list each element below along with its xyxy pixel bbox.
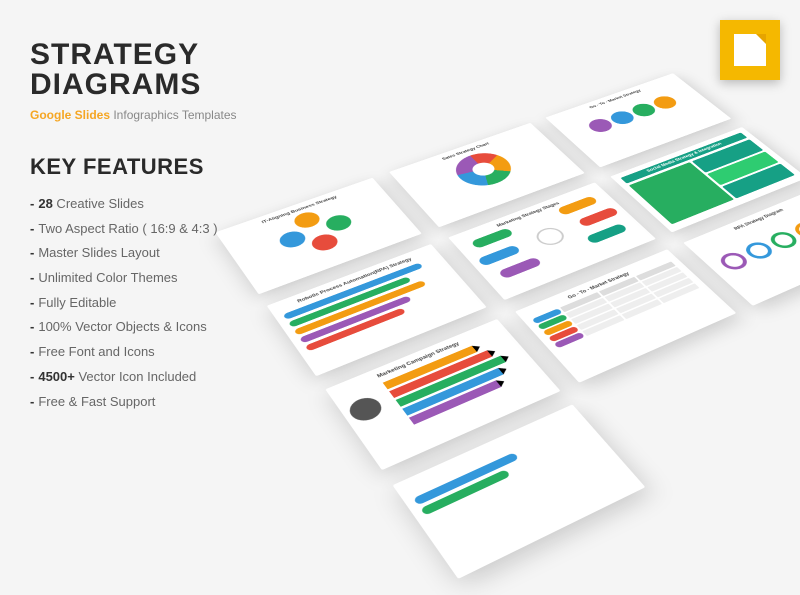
subtitle: Google Slides Infographics Templates xyxy=(30,108,350,122)
badge-icon xyxy=(345,394,387,425)
text-panel: STRATEGY DIAGRAMS Google Slides Infograp… xyxy=(30,40,350,414)
feature-item: -4500+ Vector Icon Included xyxy=(30,365,350,390)
feature-item: -Fully Editable xyxy=(30,291,350,316)
subtitle-highlight: Google Slides xyxy=(30,108,110,122)
arrow-bars xyxy=(383,334,534,425)
feature-item: -Master Slides Layout xyxy=(30,241,350,266)
features-heading: KEY FEATURES xyxy=(30,154,350,180)
feature-item: -28 Creative Slides xyxy=(30,192,350,217)
feature-list: -28 Creative Slides -Two Aspect Ratio ( … xyxy=(30,192,350,414)
feature-item: -Free Font and Icons xyxy=(30,340,350,365)
feature-item: -Free & Fast Support xyxy=(30,390,350,415)
feature-item: -Unlimited Color Themes xyxy=(30,266,350,291)
feature-item: -100% Vector Objects & Icons xyxy=(30,315,350,340)
logo-fold xyxy=(756,34,766,44)
google-slides-logo xyxy=(720,20,780,80)
main-title: STRATEGY DIAGRAMS xyxy=(30,40,350,100)
subtitle-rest: Infographics Templates xyxy=(110,108,237,122)
feature-item: -Two Aspect Ratio ( 16:9 & 4:3 ) xyxy=(30,217,350,242)
